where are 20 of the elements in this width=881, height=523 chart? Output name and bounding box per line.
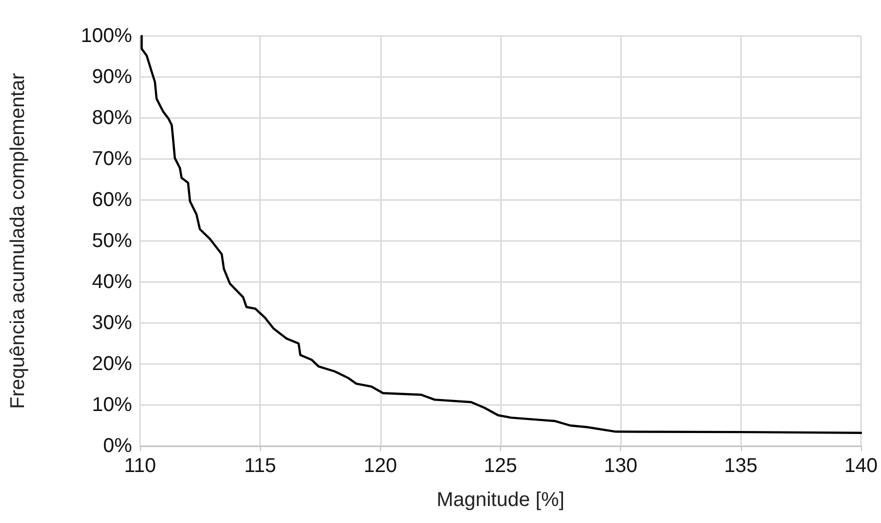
x-tick-label: 130 xyxy=(604,455,638,477)
y-tick-label: 70% xyxy=(92,148,132,170)
y-tick-label: 20% xyxy=(92,353,132,375)
y-axis-title: Frequência acumulada complementar xyxy=(7,72,29,409)
y-tick-label: 30% xyxy=(92,312,132,334)
y-tick-label: 100% xyxy=(80,25,132,47)
x-tick-label: 115 xyxy=(244,455,276,477)
y-tick-label: 90% xyxy=(92,66,132,88)
y-tick-label: 40% xyxy=(92,271,132,293)
y-tick-label: 50% xyxy=(92,230,132,252)
x-tick-label: 110 xyxy=(124,455,156,477)
y-tick-label: 10% xyxy=(92,394,132,416)
x-axis-title: Magnitude [%] xyxy=(436,489,564,511)
x-tick-label: 120 xyxy=(364,455,398,477)
x-tick-label: 135 xyxy=(724,455,758,477)
x-tick-label: 125 xyxy=(484,455,518,477)
y-tick-label: 80% xyxy=(92,107,132,129)
y-tick-label: 0% xyxy=(103,435,132,457)
x-tick-label: 140 xyxy=(844,455,878,477)
y-tick-label: 60% xyxy=(92,189,132,211)
